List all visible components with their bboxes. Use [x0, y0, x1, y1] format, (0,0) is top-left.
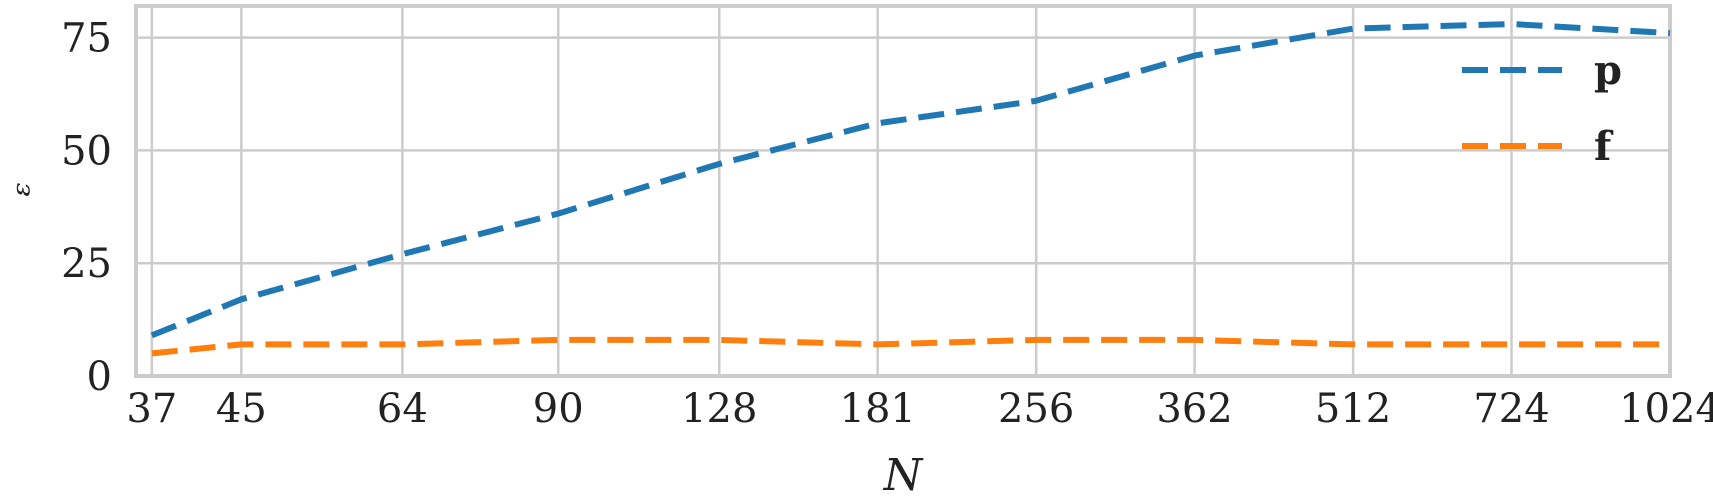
series-line-p [150, 21, 1671, 339]
series-line-f [151, 336, 1670, 357]
x-tick-label: 90 [533, 386, 584, 432]
legend: pf [1462, 47, 1622, 170]
x-tick-label: 362 [1156, 386, 1232, 432]
x-tick-label: 256 [998, 386, 1074, 432]
x-tick-label: 181 [840, 386, 916, 432]
x-tick-label: 128 [681, 386, 757, 432]
legend-label-f: f [1594, 123, 1614, 170]
legend-label-p: p [1594, 47, 1622, 94]
y-tick-labels: 0 25 50 75 [61, 16, 112, 400]
plot-frame [134, 4, 1672, 378]
x-tick-label: 64 [377, 386, 428, 432]
x-tick-labels: 37 45 64 90 128 181 256 362 512 724 1024 [126, 386, 1713, 432]
x-tick-label: 512 [1315, 386, 1391, 432]
y-axis-label: ᵋ [4, 182, 55, 201]
series-lines [150, 21, 1671, 357]
x-tick-label: 1024 [1619, 386, 1713, 432]
x-axis-label: N [883, 450, 924, 501]
y-tick-label: 75 [61, 16, 112, 62]
grid-lines [136, 6, 1672, 378]
x-tick-label: 37 [126, 386, 177, 432]
y-tick-label: 0 [87, 354, 112, 400]
x-tick-label: 45 [216, 386, 267, 432]
y-tick-label: 25 [61, 241, 112, 287]
y-tick-label: 50 [61, 128, 112, 174]
x-tick-label: 724 [1473, 386, 1549, 432]
